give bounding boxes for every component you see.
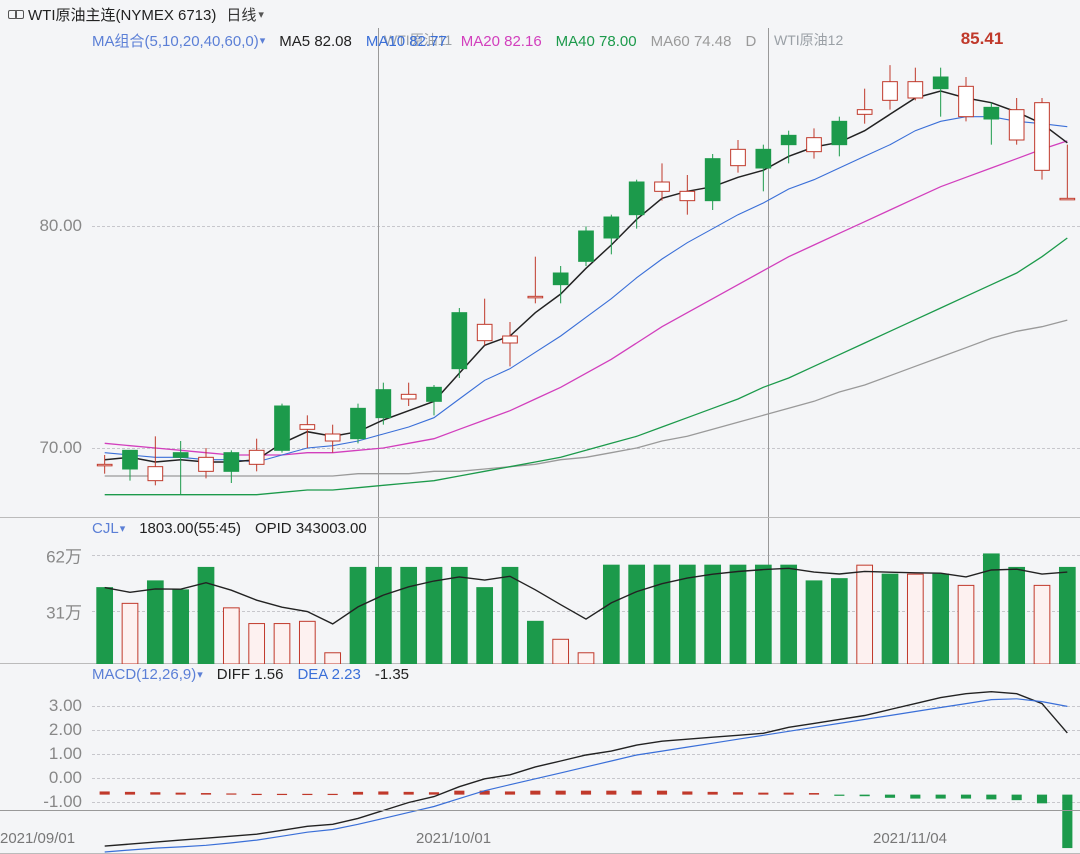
x-axis-date-label-3: 2021/11/04 bbox=[873, 830, 947, 847]
ma-combo-selector[interactable]: MA组合(5,10,20,40,60,0) ▾ bbox=[92, 30, 265, 51]
dea-label-value: DEA 2.23 bbox=[297, 666, 360, 683]
macd-axis-baseline bbox=[0, 810, 1080, 811]
volume-y-axis: 62万 31万 bbox=[0, 518, 92, 663]
cjl-indicator-row: CJL ▾ 1803.00(55:45) OPID 343003.00 bbox=[92, 520, 367, 537]
macd-ytick-1: 1.00 bbox=[49, 744, 82, 764]
opid-label-value: OPID 343003.00 bbox=[255, 520, 367, 537]
x-axis-date-label-2: 2021/10/01 bbox=[416, 830, 491, 847]
link-icon[interactable] bbox=[8, 7, 24, 21]
macd-ytick-0: 0.00 bbox=[49, 768, 82, 788]
price-y-axis: 80.00 70.00 bbox=[0, 28, 92, 517]
price-ytick-70: 70.00 bbox=[39, 438, 82, 458]
macd-ytick-3: 3.00 bbox=[49, 696, 82, 716]
extra-indicator-label[interactable]: D bbox=[745, 33, 756, 50]
chevron-down-icon: ▾ bbox=[260, 34, 266, 47]
macd-ytick-neg1: -1.00 bbox=[43, 792, 82, 812]
volume-plot-area[interactable] bbox=[92, 518, 1080, 663]
x-axis-date-label-1: 2021/09/01 bbox=[0, 830, 75, 847]
macd-y-axis: 3.00 2.00 1.00 0.00 -1.00 bbox=[0, 664, 92, 853]
macd-ytick-2: 2.00 bbox=[49, 720, 82, 740]
chevron-down-icon: ▾ bbox=[120, 522, 126, 535]
chevron-down-icon: ▾ bbox=[197, 668, 203, 681]
cjl-value: 1803.00(55:45) bbox=[139, 520, 241, 537]
ma10-value: MA10 82.77 bbox=[366, 33, 447, 50]
macd-selector[interactable]: MACD(12,26,9) ▾ bbox=[92, 666, 203, 683]
macd-plot-area[interactable] bbox=[92, 664, 1080, 853]
symbol-title: WTI原油主连(NYMEX 6713) bbox=[28, 4, 216, 25]
kline-chart-root: { "header": { "symbol": "WTI原油主连(NYMEX 6… bbox=[0, 0, 1080, 854]
ma60-value: MA60 74.48 bbox=[651, 33, 732, 50]
period-selector[interactable]: 日线 ▾ bbox=[226, 4, 264, 25]
macd-indicator-row: MACD(12,26,9) ▾ DIFF 1.56 DEA 2.23 -1.35 bbox=[92, 666, 409, 683]
price-ytick-80: 80.00 bbox=[39, 216, 82, 236]
macd-panel: MACD(12,26,9) ▾ DIFF 1.56 DEA 2.23 -1.35… bbox=[0, 664, 1080, 854]
diff-label-value: DIFF 1.56 bbox=[217, 666, 284, 683]
volume-ytick-62: 62万 bbox=[46, 543, 82, 568]
price-plot-area[interactable]: WTI原油11 WTI原油12 85.41 79.69 bbox=[92, 28, 1080, 517]
chevron-down-icon: ▾ bbox=[258, 8, 264, 21]
ma-indicator-row: MA组合(5,10,20,40,60,0) ▾ MA5 82.08 MA10 8… bbox=[92, 30, 756, 51]
cjl-selector[interactable]: CJL ▾ bbox=[92, 520, 125, 537]
ma40-value: MA40 78.00 bbox=[556, 33, 637, 50]
price-panel: MA组合(5,10,20,40,60,0) ▾ MA5 82.08 MA10 8… bbox=[0, 28, 1080, 518]
volume-panel: CJL ▾ 1803.00(55:45) OPID 343003.00 62万 … bbox=[0, 518, 1080, 664]
ma5-value: MA5 82.08 bbox=[279, 33, 352, 50]
ma20-value: MA20 82.16 bbox=[461, 33, 542, 50]
volume-ytick-31: 31万 bbox=[46, 599, 82, 624]
macd-last-value: -1.35 bbox=[375, 666, 409, 683]
chart-header: WTI原油主连(NYMEX 6713) 日线 ▾ bbox=[0, 0, 1080, 28]
